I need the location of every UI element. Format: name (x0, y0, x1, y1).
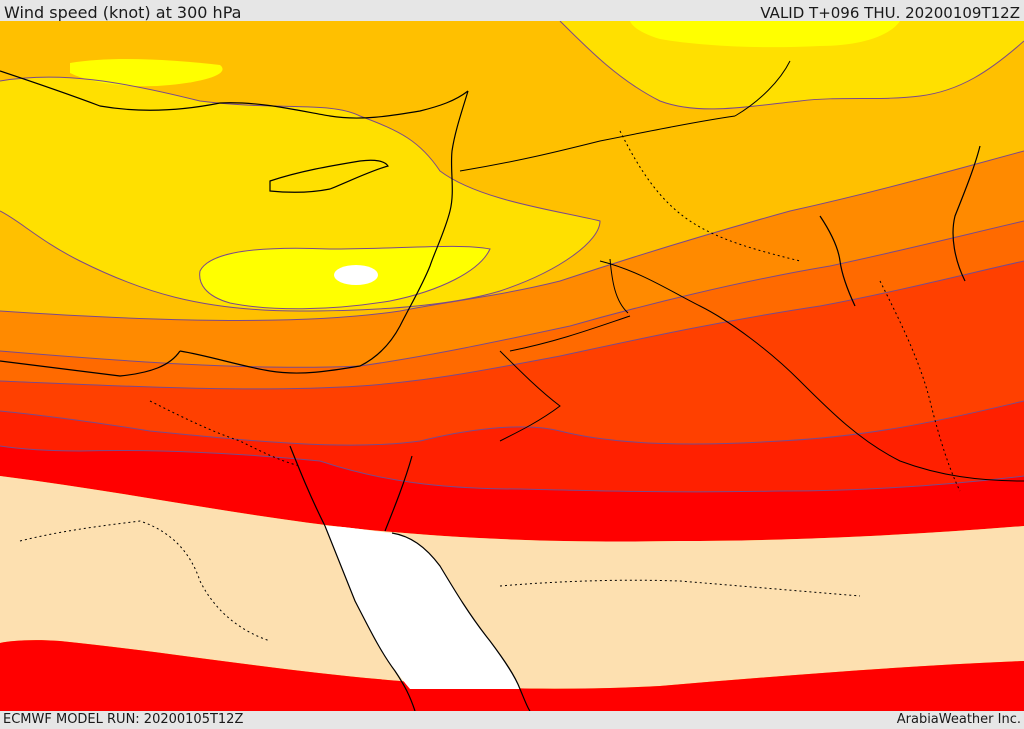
band-red-deep (0, 446, 1024, 542)
coastlines (0, 70, 981, 711)
borders (459, 60, 1024, 482)
band-red (0, 401, 1024, 492)
calm-spot (334, 265, 378, 285)
contour-lines (0, 21, 1024, 493)
wind-speed-map (0, 21, 1024, 711)
credit-label: ArabiaWeather Inc. (896, 712, 1021, 727)
band-orange-dark (0, 221, 1024, 389)
dotted-borders (19, 130, 961, 642)
band-red-south (0, 640, 1024, 711)
red-sea (325, 526, 520, 689)
band-orange (0, 151, 1024, 368)
band-light-south (0, 476, 1024, 689)
valid-time-label: VALID T+096 THU. 20200109T12Z (760, 4, 1020, 22)
map-footer-bar (0, 711, 1024, 729)
band-yellow-bright-ne (630, 21, 900, 48)
map-title: Wind speed (knot) at 300 hPa (4, 3, 242, 22)
band-red-orange (0, 261, 1024, 446)
band-yellow-bright-nw (70, 58, 223, 87)
map-header-bar (0, 0, 1024, 21)
model-run-label: ECMWF MODEL RUN: 20200105T12Z (3, 712, 244, 727)
band-yellow-ne (560, 21, 1024, 109)
